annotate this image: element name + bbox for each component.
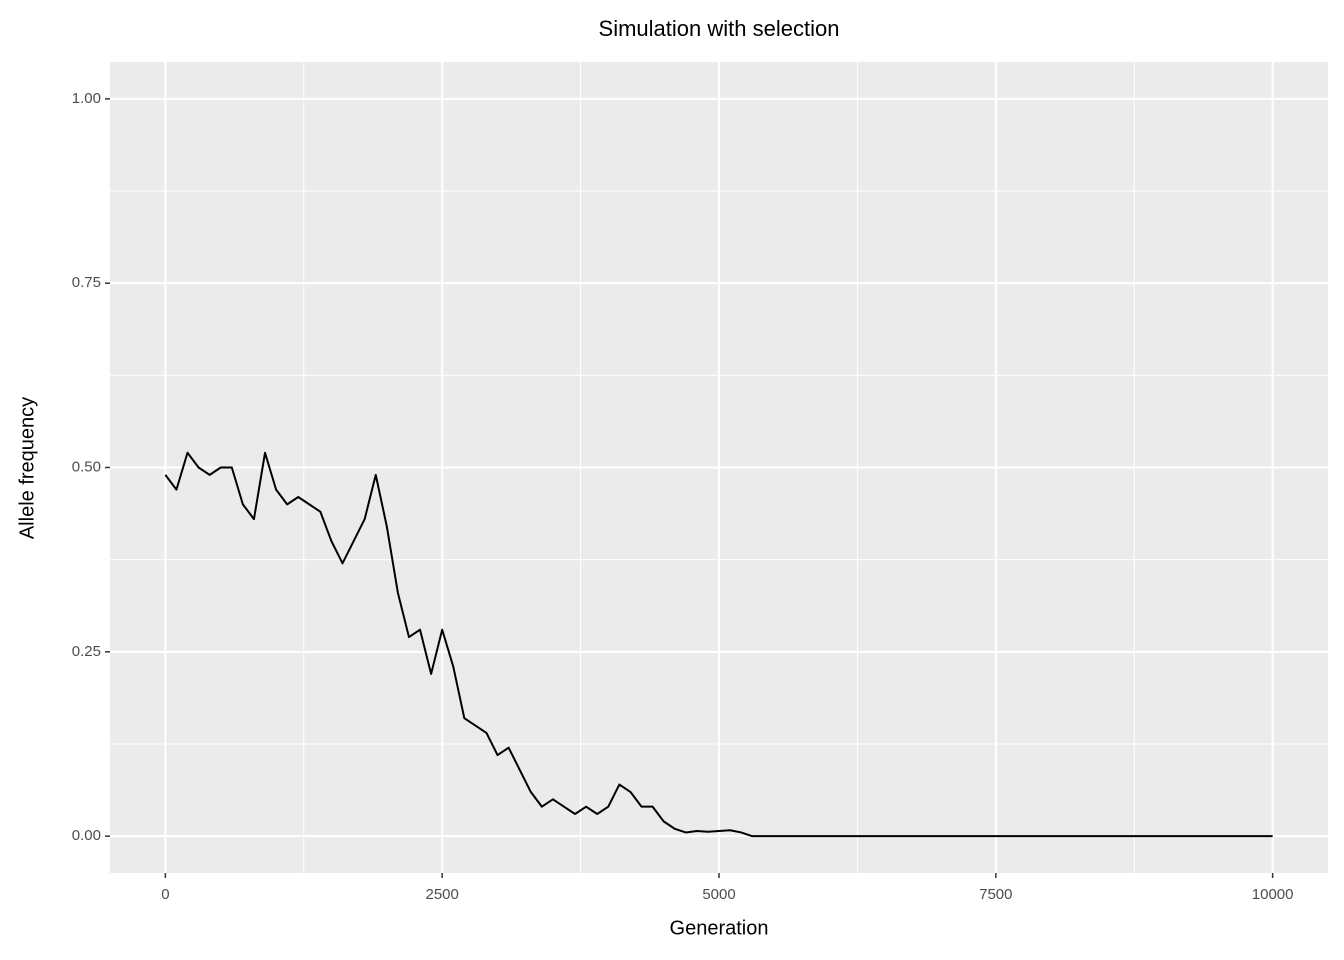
y-tick-label: 0.25 (72, 643, 101, 660)
x-tick-label: 7500 (979, 886, 1012, 903)
x-tick-label: 5000 (702, 886, 735, 903)
y-axis-title: Allele frequency (16, 397, 38, 539)
y-tick-label: 0.50 (72, 458, 101, 475)
x-tick-label: 2500 (425, 886, 458, 903)
chart-title: Simulation with selection (599, 16, 840, 41)
y-tick-label: 0.00 (72, 827, 101, 844)
x-axis-title: Generation (670, 917, 769, 939)
y-tick-label: 1.00 (72, 90, 101, 107)
line (164, 451, 1273, 838)
y-tick-label: 0.75 (72, 274, 101, 291)
x-tick-label: 0 (161, 886, 169, 903)
x-tick-label: 10000 (1252, 886, 1294, 903)
